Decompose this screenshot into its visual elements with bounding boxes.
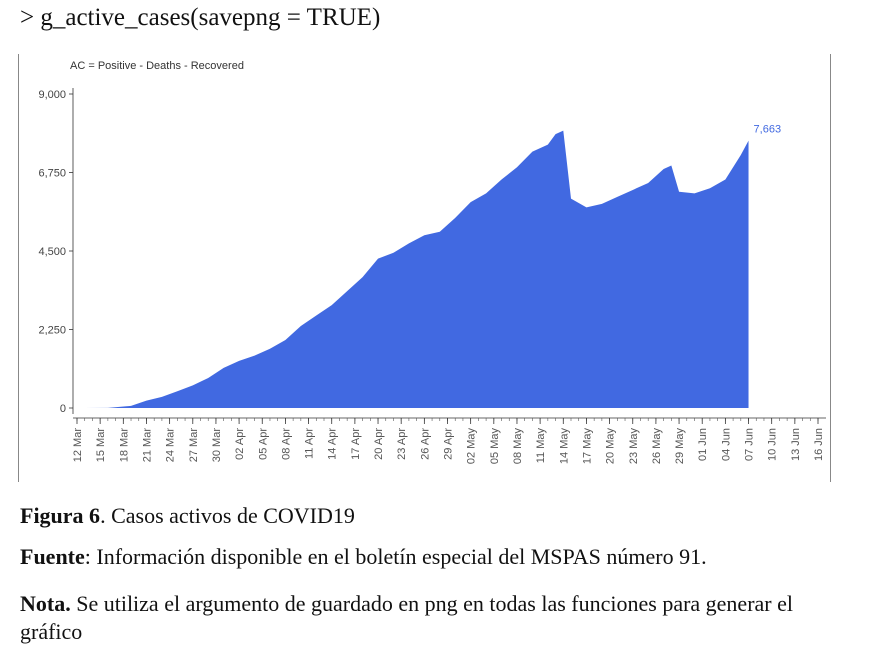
x-tick-label: 29 May [674, 428, 686, 465]
figure-caption: Figura 6. Casos activos de COVID19 [20, 503, 355, 529]
y-tick-label: 6,750 [38, 168, 66, 180]
last-value-label: 7,663 [754, 124, 782, 136]
x-tick-label: 23 May [628, 428, 640, 465]
figure-frame-left [18, 54, 19, 482]
note-caption: Nota. Se utiliza el argumento de guardad… [20, 590, 850, 646]
x-tick-label: 02 Apr [234, 428, 246, 460]
x-tick-label: 05 May [489, 428, 501, 465]
source-caption-label: Fuente [20, 544, 85, 569]
figure-caption-text: . Casos activos de COVID19 [100, 503, 355, 528]
x-tick-label: 17 Apr [350, 428, 362, 460]
x-tick-label: 20 Apr [373, 428, 385, 460]
note-caption-label: Nota. [20, 591, 71, 616]
chart-subtitle: AC = Positive - Deaths - Recovered [70, 60, 244, 72]
x-tick-label: 18 Mar [118, 428, 130, 463]
x-tick-label: 10 Jun [767, 428, 779, 461]
x-tick-label: 20 May [605, 428, 617, 465]
chart-axes: 0 2,250 4,500 6,750 9,000 12 Mar 15 Mar 18 Mar 2… [38, 88, 826, 464]
x-tick-label: 29 Apr [443, 428, 455, 460]
x-tick-label: 27 Mar [188, 428, 200, 463]
active-cases-area [84, 130, 749, 408]
x-tick-label: 30 Mar [211, 428, 223, 463]
x-tick-label: 02 May [466, 428, 478, 465]
y-tick-label: 2,250 [38, 325, 66, 337]
x-tick-label: 17 May [581, 428, 593, 465]
y-tick-label: 4,500 [38, 246, 66, 258]
x-tick-label: 16 Jun [813, 428, 825, 461]
x-tick-label: 11 Apr [304, 428, 316, 459]
x-tick-label: 08 May [512, 428, 524, 465]
x-tick-label: 26 Apr [419, 428, 431, 460]
active-cases-chart: AC = Positive - Deaths - Recovered 0 2,25… [38, 60, 826, 464]
x-tick-label: 24 Mar [165, 428, 177, 463]
x-tick-label: 11 May [535, 428, 547, 464]
chart-figure: AC = Positive - Deaths - Recovered 0 2,25… [18, 54, 832, 482]
x-tick-label: 23 Apr [396, 428, 408, 460]
note-caption-text: Se utiliza el argumento de guardado en p… [20, 591, 793, 644]
figure-caption-label: Figura 6 [20, 503, 101, 528]
x-tick-label: 05 Apr [257, 428, 269, 460]
x-tick-label: 14 Apr [327, 428, 339, 460]
x-tick-label: 04 Jun [720, 428, 732, 461]
x-tick-label: 01 Jun [697, 428, 709, 461]
x-tick-label: 13 Jun [790, 428, 802, 461]
x-tick-label: 26 May [651, 428, 663, 465]
x-tick-label: 07 Jun [744, 428, 756, 461]
code-line: > g_active_cases(savepng = TRUE) [20, 4, 381, 31]
y-tick-label: 9,000 [38, 89, 66, 101]
x-tick-label: 15 Mar [95, 428, 107, 463]
figure-frame-right [830, 54, 831, 482]
y-tick-label: 0 [60, 403, 66, 415]
source-caption: Fuente: Información disponible en el bol… [20, 544, 707, 570]
x-tick-label: 21 Mar [141, 428, 153, 463]
x-tick-label: 08 Apr [280, 428, 292, 460]
x-tick-label: 14 May [558, 428, 570, 465]
x-tick-label: 12 Mar [72, 428, 84, 463]
source-caption-text: : Información disponible en el boletín e… [84, 544, 707, 569]
